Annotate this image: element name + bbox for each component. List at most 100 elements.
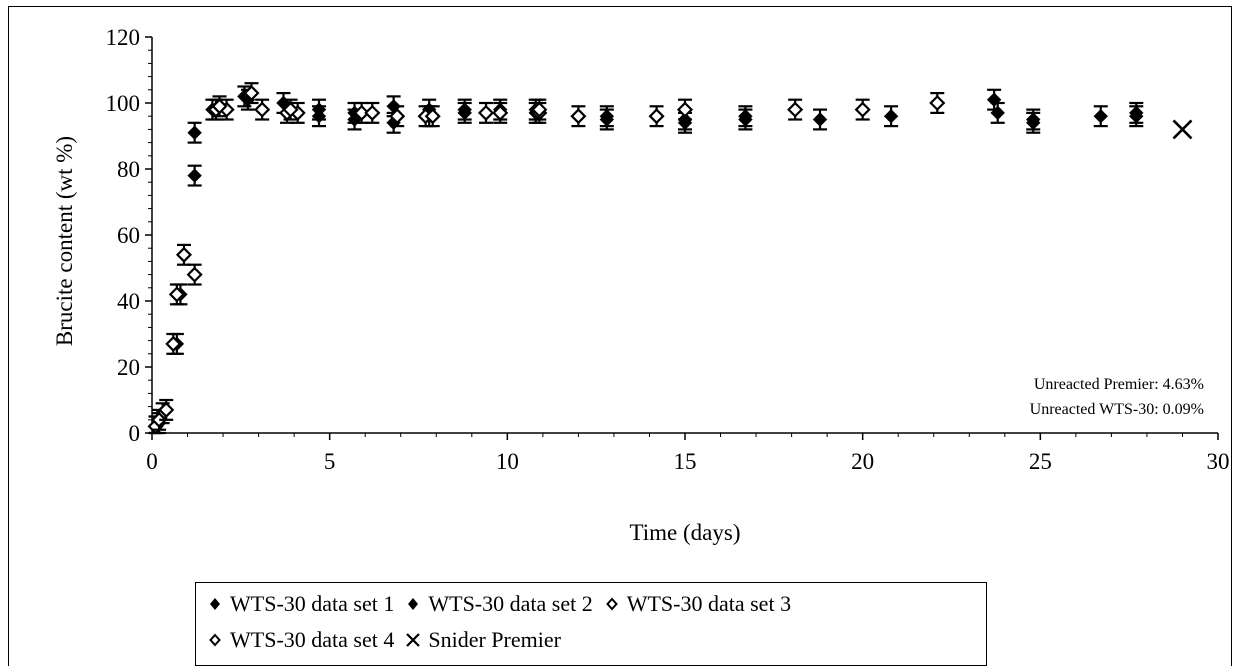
data-point xyxy=(311,105,327,128)
x-tick-label: 25 xyxy=(1029,449,1052,474)
filled-diamond-marker xyxy=(311,108,327,124)
x-tick-label: 5 xyxy=(324,449,336,474)
open-diamond-marker xyxy=(151,411,168,428)
legend-label-set-3: WTS-30 data set 3 xyxy=(626,591,792,616)
filled-diamond-marker xyxy=(738,108,753,124)
filled-diamond-marker xyxy=(1026,115,1041,131)
open-diamond-marker xyxy=(243,85,260,102)
legend-label-set-1: WTS-30 data set 1 xyxy=(230,591,395,616)
legend-row-1: WTS-30 data set 1 WTS-30 data set 2 WTS-… xyxy=(206,591,801,617)
data-point xyxy=(738,105,753,128)
filled-diamond-marker xyxy=(883,108,899,124)
open-diamond-marker xyxy=(492,104,509,121)
open-diamond-marker xyxy=(787,101,804,118)
filled-diamond-marker xyxy=(187,125,202,140)
x-tick-label: 20 xyxy=(851,449,874,474)
y-axis-title: Brucite content (wt %) xyxy=(52,136,77,346)
legend-item-snider: Snider Premier xyxy=(404,627,561,653)
data-point xyxy=(1129,105,1144,128)
open-diamond-marker xyxy=(389,108,406,125)
data-points xyxy=(147,82,1193,435)
annotation-unreacted-wts30: Unreacted WTS-30: 0.09% xyxy=(1030,401,1204,418)
data-point xyxy=(676,98,694,121)
data-point xyxy=(254,98,271,121)
filled-diamond-marker xyxy=(1093,108,1108,124)
open-diamond-marker xyxy=(570,108,587,125)
data-point xyxy=(986,88,1002,111)
data-point xyxy=(165,332,182,355)
x-marker xyxy=(1172,119,1193,140)
data-point xyxy=(477,101,495,124)
legend-item-set-1: WTS-30 data set 1 xyxy=(206,591,394,617)
open-diamond-marker xyxy=(424,108,441,125)
data-point xyxy=(599,108,615,131)
chart-svg: 0 20 40 60 80 100 120 0 5 10 15 20 25 30 Brucite cont… xyxy=(52,25,1230,545)
data-point xyxy=(492,101,509,124)
data-point xyxy=(883,105,899,128)
open-diamond-marker xyxy=(158,401,175,418)
open-diamond-marker xyxy=(353,104,370,121)
open-diamond-marker xyxy=(165,335,182,352)
legend-row-2: WTS-30 data set 4 Snider Premier xyxy=(206,627,571,653)
legend-label-set-4: WTS-30 data set 4 xyxy=(230,627,395,652)
filled-diamond-marker xyxy=(457,102,472,117)
data-point xyxy=(531,98,548,121)
open-diamond-marker xyxy=(854,101,871,118)
legend-label-snider: Snider Premier xyxy=(428,627,561,652)
filled-diamond-icon xyxy=(408,598,419,610)
legend-item-set-3: WTS-30 data set 3 xyxy=(603,591,791,617)
y-tick-label: 80 xyxy=(117,157,140,182)
data-point xyxy=(1172,119,1193,140)
data-point xyxy=(457,98,472,121)
open-diamond-marker xyxy=(929,94,946,112)
data-point xyxy=(353,101,370,124)
x-axis-title: Time (days) xyxy=(630,520,741,545)
data-point xyxy=(424,105,441,128)
open-diamond-icon xyxy=(209,633,221,647)
data-point xyxy=(1093,105,1108,128)
data-point xyxy=(187,164,202,187)
legend-label-set-2: WTS-30 data set 2 xyxy=(428,591,593,616)
data-point xyxy=(158,398,175,421)
chart-figure: 0 20 40 60 80 100 120 0 5 10 15 20 25 30 Brucite cont… xyxy=(8,6,1232,666)
data-point xyxy=(186,263,203,286)
data-point xyxy=(187,121,202,144)
data-point xyxy=(364,101,381,124)
data-point xyxy=(787,98,804,121)
data-point xyxy=(151,408,168,431)
open-diamond-marker xyxy=(477,104,495,121)
x-tick-label: 30 xyxy=(1207,449,1230,474)
y-tick-label: 60 xyxy=(117,223,140,248)
data-point xyxy=(389,105,406,128)
legend: WTS-30 data set 1 WTS-30 data set 2 WTS-… xyxy=(195,582,987,666)
x-tick-label: 0 xyxy=(146,449,158,474)
open-diamond-marker xyxy=(364,104,381,121)
data-point xyxy=(929,91,946,115)
open-diamond-marker xyxy=(676,101,694,118)
filled-diamond-marker xyxy=(1129,108,1144,124)
y-tick-label: 20 xyxy=(117,355,140,380)
open-diamond-marker xyxy=(175,246,193,263)
x-marker-icon xyxy=(406,633,421,647)
data-point xyxy=(243,82,260,105)
x-tick-label: 10 xyxy=(496,449,519,474)
filled-diamond-marker xyxy=(812,112,828,127)
data-point xyxy=(1026,111,1041,134)
x-tick-label: 15 xyxy=(674,449,697,474)
data-point xyxy=(282,98,299,121)
data-point xyxy=(570,105,587,128)
data-point xyxy=(175,243,193,266)
open-diamond-marker xyxy=(648,108,665,125)
data-point xyxy=(237,85,252,108)
data-point xyxy=(211,95,228,118)
annotation-unreacted-premier: Unreacted Premier: 4.63% xyxy=(1034,376,1204,393)
filled-diamond-marker xyxy=(599,112,615,127)
open-diamond-marker xyxy=(168,286,185,303)
open-diamond-icon xyxy=(605,597,618,611)
open-diamond-marker xyxy=(211,98,228,115)
y-tick-label: 100 xyxy=(106,91,141,116)
data-point xyxy=(854,98,871,121)
open-diamond-marker xyxy=(282,101,299,118)
open-diamond-marker xyxy=(531,101,548,118)
data-point xyxy=(990,101,1005,124)
